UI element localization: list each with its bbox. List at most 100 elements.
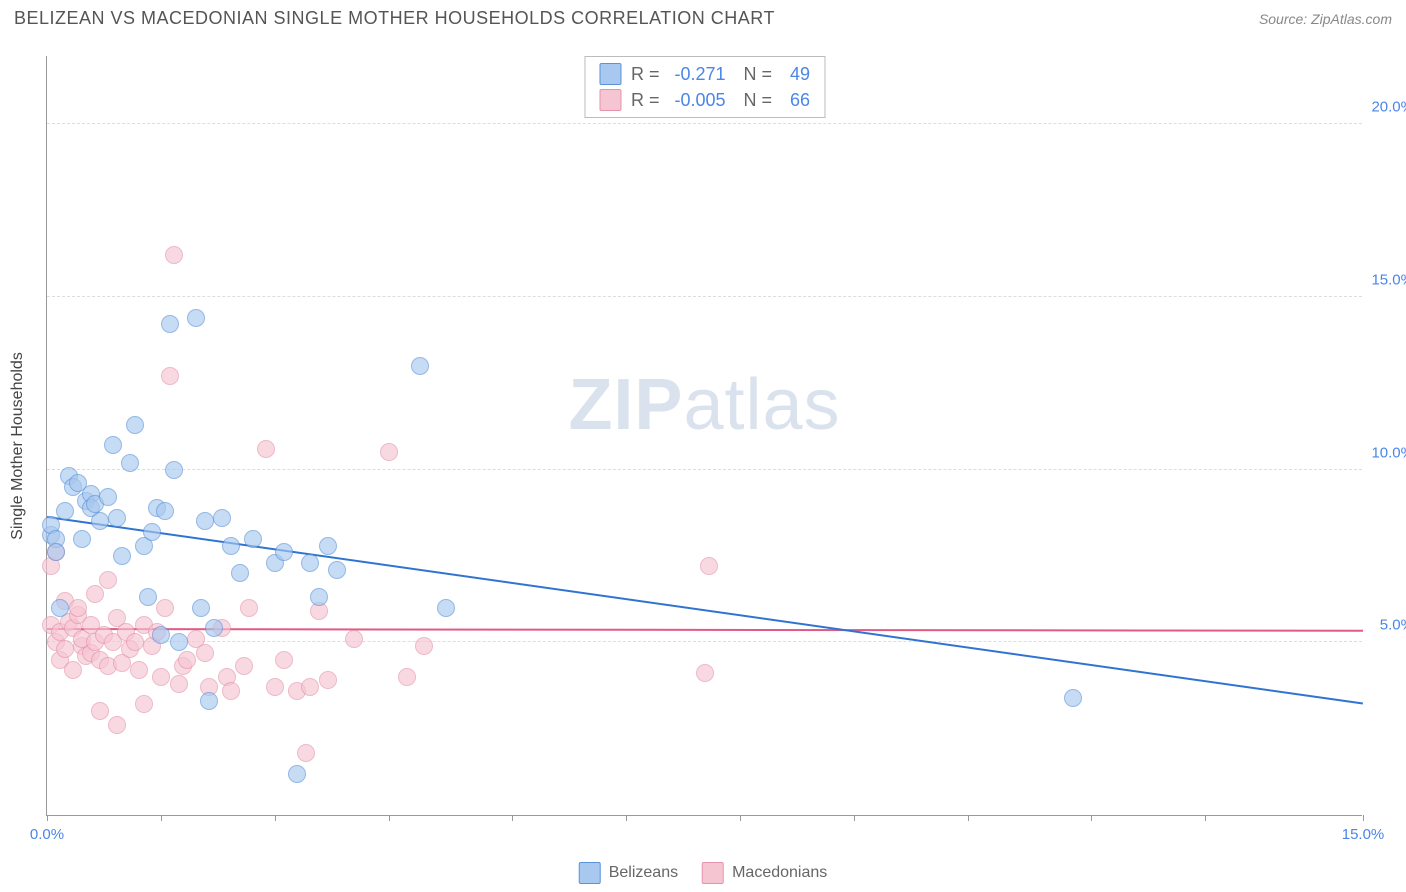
gridline: [47, 123, 1362, 124]
x-tick: [47, 815, 48, 821]
macedonians-point: [196, 644, 214, 662]
macedonians-point: [165, 246, 183, 264]
belizeans-point: [113, 547, 131, 565]
belizeans-point: [56, 502, 74, 520]
belizeans-point: [205, 619, 223, 637]
belizeans-point: [99, 488, 117, 506]
x-tick: [1205, 815, 1206, 821]
y-tick-label: 15.0%: [1371, 271, 1406, 288]
stats-box: R = -0.271 N = 49R = -0.005 N = 66: [584, 56, 825, 118]
macedonians-point: [161, 367, 179, 385]
macedonians-point: [126, 633, 144, 651]
x-tick: [1363, 815, 1364, 821]
belizeans-point: [437, 599, 455, 617]
legend-item: Macedonians: [702, 862, 827, 884]
r-label: R =: [631, 90, 660, 111]
macedonians-point: [152, 668, 170, 686]
stats-swatch: [599, 89, 621, 111]
x-tick-label: 15.0%: [1342, 826, 1385, 843]
stats-row: R =-0.271N =49: [599, 61, 810, 87]
belizeans-point: [143, 523, 161, 541]
macedonians-point: [240, 599, 258, 617]
legend-label: Belizeans: [609, 864, 678, 882]
x-tick: [626, 815, 627, 821]
belizeans-point: [275, 543, 293, 561]
stats-swatch: [599, 63, 621, 85]
y-tick-label: 10.0%: [1371, 444, 1406, 461]
belizeans-point: [288, 765, 306, 783]
macedonians-point: [301, 678, 319, 696]
x-tick: [512, 815, 513, 821]
macedonians-point: [108, 716, 126, 734]
chart-title: BELIZEAN VS MACEDONIAN SINGLE MOTHER HOU…: [14, 8, 775, 29]
macedonians-point: [86, 585, 104, 603]
n-label: N =: [744, 90, 773, 111]
belizeans-point: [161, 315, 179, 333]
gridline: [47, 641, 1362, 642]
legend-swatch: [702, 862, 724, 884]
macedonians-point: [135, 695, 153, 713]
belizeans-point: [139, 588, 157, 606]
r-label: R =: [631, 64, 660, 85]
macedonians-point: [415, 637, 433, 655]
macedonians-point: [156, 599, 174, 617]
belizeans-point: [200, 692, 218, 710]
y-tick-label: 5.0%: [1380, 617, 1406, 634]
gridline: [47, 296, 1362, 297]
source-label: Source: ZipAtlas.com: [1259, 11, 1392, 27]
macedonians-point: [64, 661, 82, 679]
x-tick: [275, 815, 276, 821]
r-value: -0.271: [670, 64, 726, 85]
macedonians-point: [297, 744, 315, 762]
macedonians-point: [275, 651, 293, 669]
macedonians-point: [69, 599, 87, 617]
stats-row: R = -0.005 N = 66: [599, 87, 810, 113]
r-value: -0.005: [670, 90, 726, 111]
legend-swatch: [579, 862, 601, 884]
belizeans-point: [231, 564, 249, 582]
belizeans-point: [196, 512, 214, 530]
macedonians-point: [235, 657, 253, 675]
belizeans-point: [328, 561, 346, 579]
legend-label: Macedonians: [732, 864, 827, 882]
x-tick-label: 0.0%: [30, 826, 64, 843]
macedonians-point: [266, 678, 284, 696]
y-tick-label: 20.0%: [1371, 99, 1406, 116]
belizeans-point: [91, 512, 109, 530]
belizeans-point: [47, 543, 65, 561]
n-value: 66: [782, 90, 810, 111]
macedonians-point: [380, 443, 398, 461]
belizeans-point: [156, 502, 174, 520]
belizeans-point: [310, 588, 328, 606]
belizeans-point: [222, 537, 240, 555]
x-tick: [968, 815, 969, 821]
x-tick: [161, 815, 162, 821]
macedonians-point: [345, 630, 363, 648]
macedonians-point: [91, 702, 109, 720]
belizeans-point: [1064, 689, 1082, 707]
belizeans-point: [73, 530, 91, 548]
belizeans-point: [213, 509, 231, 527]
belizeans-point: [192, 599, 210, 617]
macedonians-point: [696, 664, 714, 682]
watermark-light: atlas: [683, 365, 840, 445]
macedonians-point: [319, 671, 337, 689]
y-axis-title: Single Mother Households: [9, 352, 27, 540]
belizeans-point: [411, 357, 429, 375]
gridline: [47, 469, 1362, 470]
x-tick: [1091, 815, 1092, 821]
belizeans-point: [170, 633, 188, 651]
macedonians-point: [99, 571, 117, 589]
belizeans-point: [319, 537, 337, 555]
belizeans-point: [108, 509, 126, 527]
watermark: ZIPatlas: [568, 364, 840, 446]
macedonians-point: [222, 682, 240, 700]
scatter-chart: ZIPatlas R =-0.271N =49R =-0.005N =66 5.…: [46, 56, 1362, 816]
macedonians-point: [130, 661, 148, 679]
macedonians-point: [700, 557, 718, 575]
macedonians-point: [257, 440, 275, 458]
n-value: 49: [782, 64, 810, 85]
belizeans-point: [104, 436, 122, 454]
macedonians-trend-line: [47, 628, 1363, 632]
belizeans-point: [301, 554, 319, 572]
